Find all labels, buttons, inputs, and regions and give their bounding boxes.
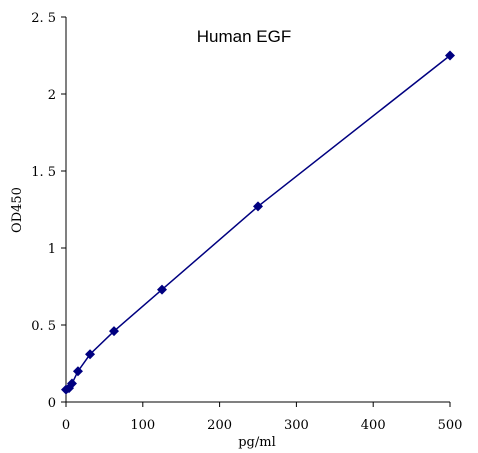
y-tick-label: 2 — [48, 88, 56, 103]
data-point — [85, 349, 96, 360]
x-tick-label: 0 — [62, 418, 70, 433]
x-axis-title: pg/ml — [238, 435, 276, 450]
x-tick-label: 200 — [207, 418, 232, 433]
data-point — [445, 50, 455, 61]
data-point — [157, 284, 167, 295]
series-lines — [65, 54, 451, 391]
y-tick-label: 1. 5 — [31, 165, 56, 180]
series-line — [65, 54, 451, 391]
x-tick-label: 400 — [361, 418, 386, 433]
y-tick-label: 0 — [48, 396, 56, 411]
axes — [65, 17, 450, 403]
x-tick-label: 500 — [438, 418, 463, 433]
data-point — [66, 378, 77, 389]
data-point — [253, 201, 263, 212]
chart-title: Human EGF — [197, 27, 291, 46]
x-tick-label: 100 — [130, 418, 155, 433]
x-tick-label: 300 — [284, 418, 309, 433]
y-tick-label: 0. 5 — [31, 319, 56, 334]
y-axis-title: OD450 — [10, 187, 25, 233]
data-point — [109, 326, 119, 337]
data-point — [72, 366, 83, 377]
y-tick-label: 1 — [48, 242, 56, 257]
x-ticks: 0 100 200 300 400 500 — [62, 402, 463, 433]
y-tick-label: 2. 5 — [31, 11, 56, 26]
data-markers — [61, 50, 455, 395]
y-ticks: 0 0. 5 1 1. 5 2 2. 5 — [31, 11, 66, 411]
